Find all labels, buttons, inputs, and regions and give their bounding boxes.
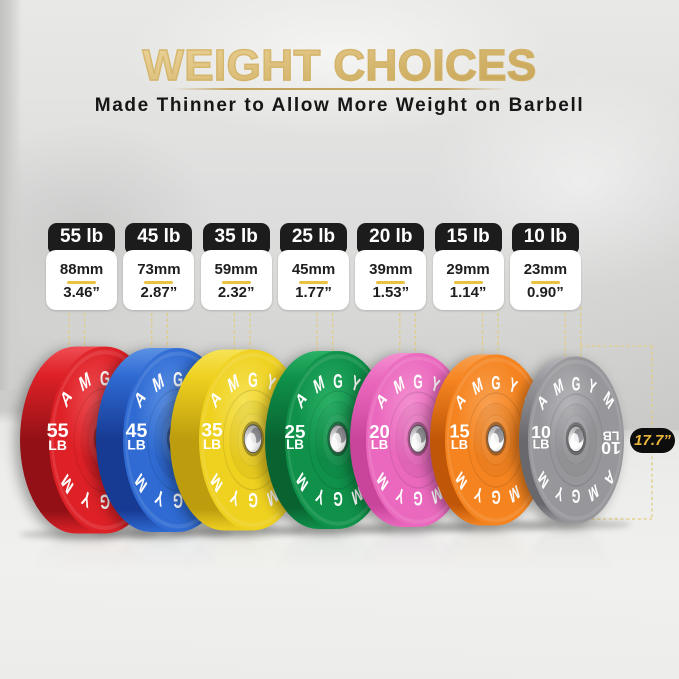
svg-text:Y: Y: [586, 375, 598, 400]
svg-text:35: 35: [201, 421, 223, 442]
svg-text:LB: LB: [127, 437, 146, 453]
svg-text:20: 20: [369, 421, 389, 442]
svg-text:G: G: [572, 374, 581, 395]
svg-text:G: G: [491, 485, 500, 507]
svg-text:25: 25: [285, 421, 306, 442]
svg-text:LB: LB: [48, 437, 67, 453]
svg-text:55: 55: [47, 420, 69, 442]
svg-text:G: G: [413, 372, 422, 394]
svg-text:LB: LB: [603, 429, 620, 443]
svg-text:G: G: [491, 373, 500, 395]
svg-text:15: 15: [449, 422, 469, 442]
svg-text:10: 10: [601, 438, 621, 458]
svg-text:LB: LB: [533, 437, 550, 451]
svg-text:LB: LB: [203, 437, 221, 452]
svg-text:G: G: [100, 490, 110, 514]
svg-text:LB: LB: [286, 437, 304, 452]
svg-text:10: 10: [531, 422, 551, 442]
svg-text:G: G: [173, 489, 183, 513]
svg-text:G: G: [333, 487, 342, 510]
svg-text:G: G: [333, 370, 342, 393]
svg-text:45: 45: [126, 420, 148, 442]
svg-text:G: G: [248, 369, 258, 392]
svg-text:G: G: [100, 366, 110, 390]
svg-text:LB: LB: [451, 437, 468, 452]
svg-text:G: G: [248, 488, 258, 511]
svg-text:G: G: [572, 485, 581, 506]
svg-text:Y: Y: [554, 480, 566, 505]
svg-text:G: G: [413, 486, 422, 508]
svg-text:LB: LB: [371, 437, 388, 452]
svg-text:G: G: [173, 367, 183, 391]
